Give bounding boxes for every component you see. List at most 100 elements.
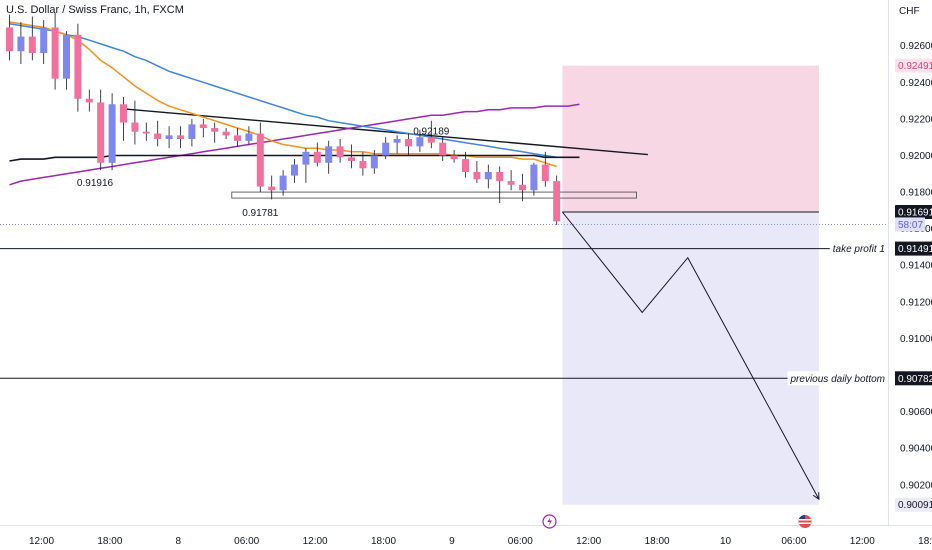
candle (416, 129, 424, 152)
candle (28, 16, 36, 61)
horizontal-line-label-bg-0 (829, 241, 888, 256)
time-tick-label: 18:00 (918, 536, 932, 547)
candle (199, 118, 207, 138)
lightning-glyph (547, 516, 552, 527)
candle (211, 122, 219, 143)
candle (279, 170, 287, 196)
take-profit-zone (562, 212, 819, 505)
candle (165, 126, 173, 149)
time-tick-label: 10 (720, 536, 732, 547)
candle-body (336, 146, 344, 158)
candle-body (496, 171, 504, 182)
stop-loss-zone (562, 65, 819, 213)
candle-body (142, 131, 150, 134)
candle (473, 160, 481, 183)
candle-body (507, 181, 515, 185)
candle-body (120, 104, 127, 123)
candle (382, 137, 390, 160)
value-label-2: 0.92189 (413, 127, 450, 138)
candle (120, 96, 127, 141)
candle-body (541, 164, 549, 182)
moving-average-long (9, 103, 580, 186)
candle (85, 89, 93, 112)
candle (496, 166, 504, 204)
candle (313, 142, 321, 167)
candle (256, 122, 264, 193)
value-label-1: 0.91781 (242, 208, 279, 219)
time-tick-label: 06:00 (508, 536, 533, 547)
candle-body (85, 98, 93, 103)
candle-body (382, 142, 390, 156)
candle (97, 89, 105, 171)
candle-body (313, 151, 321, 163)
value-labels-layer: 0.91916 0.91781 0.92189 (77, 127, 450, 219)
candle-body (416, 137, 424, 147)
candle (154, 120, 162, 147)
candle-body (484, 171, 492, 180)
candle (245, 126, 253, 145)
us-flag-stripe-2 (799, 522, 811, 524)
candle-body (279, 175, 287, 191)
candle (348, 144, 355, 169)
projection-arrow-head (812, 492, 820, 501)
candle-body (245, 133, 253, 141)
current-price-badge-text: 58:07 (898, 220, 923, 231)
candle-body (97, 102, 105, 163)
horizontal-line-label-0: take profit 1 (833, 244, 885, 255)
candle-body (439, 142, 447, 156)
candle-body (519, 184, 526, 191)
candle (222, 128, 230, 140)
candle-body (40, 27, 48, 54)
price-badge-line-1 (895, 371, 932, 386)
candle (336, 139, 344, 163)
time-tick-label: 18:00 (97, 536, 122, 547)
candle-body (302, 151, 310, 165)
candle-body (393, 139, 401, 143)
candle-body (63, 34, 70, 79)
candle-body (268, 186, 276, 191)
candle (234, 128, 241, 147)
candle (427, 120, 435, 149)
candle-body (51, 27, 59, 79)
candle-body (222, 131, 230, 136)
candle-body (211, 128, 219, 132)
position-zones-layer (562, 65, 819, 505)
candle-body (165, 135, 173, 140)
candle (74, 23, 82, 112)
price-badge-text-target: 0.90091 (898, 500, 932, 511)
chart-title: U.S. Dollar / Swiss Franc, 1h, FXCM (6, 4, 184, 16)
candle-body (553, 181, 561, 222)
time-tick-label: 12:00 (303, 536, 328, 547)
candle (108, 93, 116, 171)
us-flag-canton (799, 515, 805, 519)
candle (553, 175, 561, 225)
price-badge-line-text-0: 0.91491 (898, 244, 932, 255)
candle-body (325, 146, 333, 163)
moving-average-mid (9, 23, 557, 159)
price-badge-stop (895, 58, 932, 73)
price-badge-text-entry: 0.91691 (898, 208, 932, 219)
candle (17, 21, 25, 65)
time-axis-layer: 12:00 18:00 8 06:00 12:00 18:00 9 06:00 12:00 18:… (0, 514, 932, 547)
candle-body (17, 36, 25, 52)
candle (462, 151, 469, 178)
candle (131, 100, 139, 145)
time-tick-label: 18:00 (645, 536, 670, 547)
candle (302, 148, 310, 183)
candle (507, 170, 515, 191)
candle-body (530, 164, 538, 191)
candle-body (177, 135, 184, 140)
candle-body (108, 104, 116, 163)
candle (370, 150, 378, 174)
candle (6, 14, 13, 61)
candle-body (405, 139, 412, 147)
